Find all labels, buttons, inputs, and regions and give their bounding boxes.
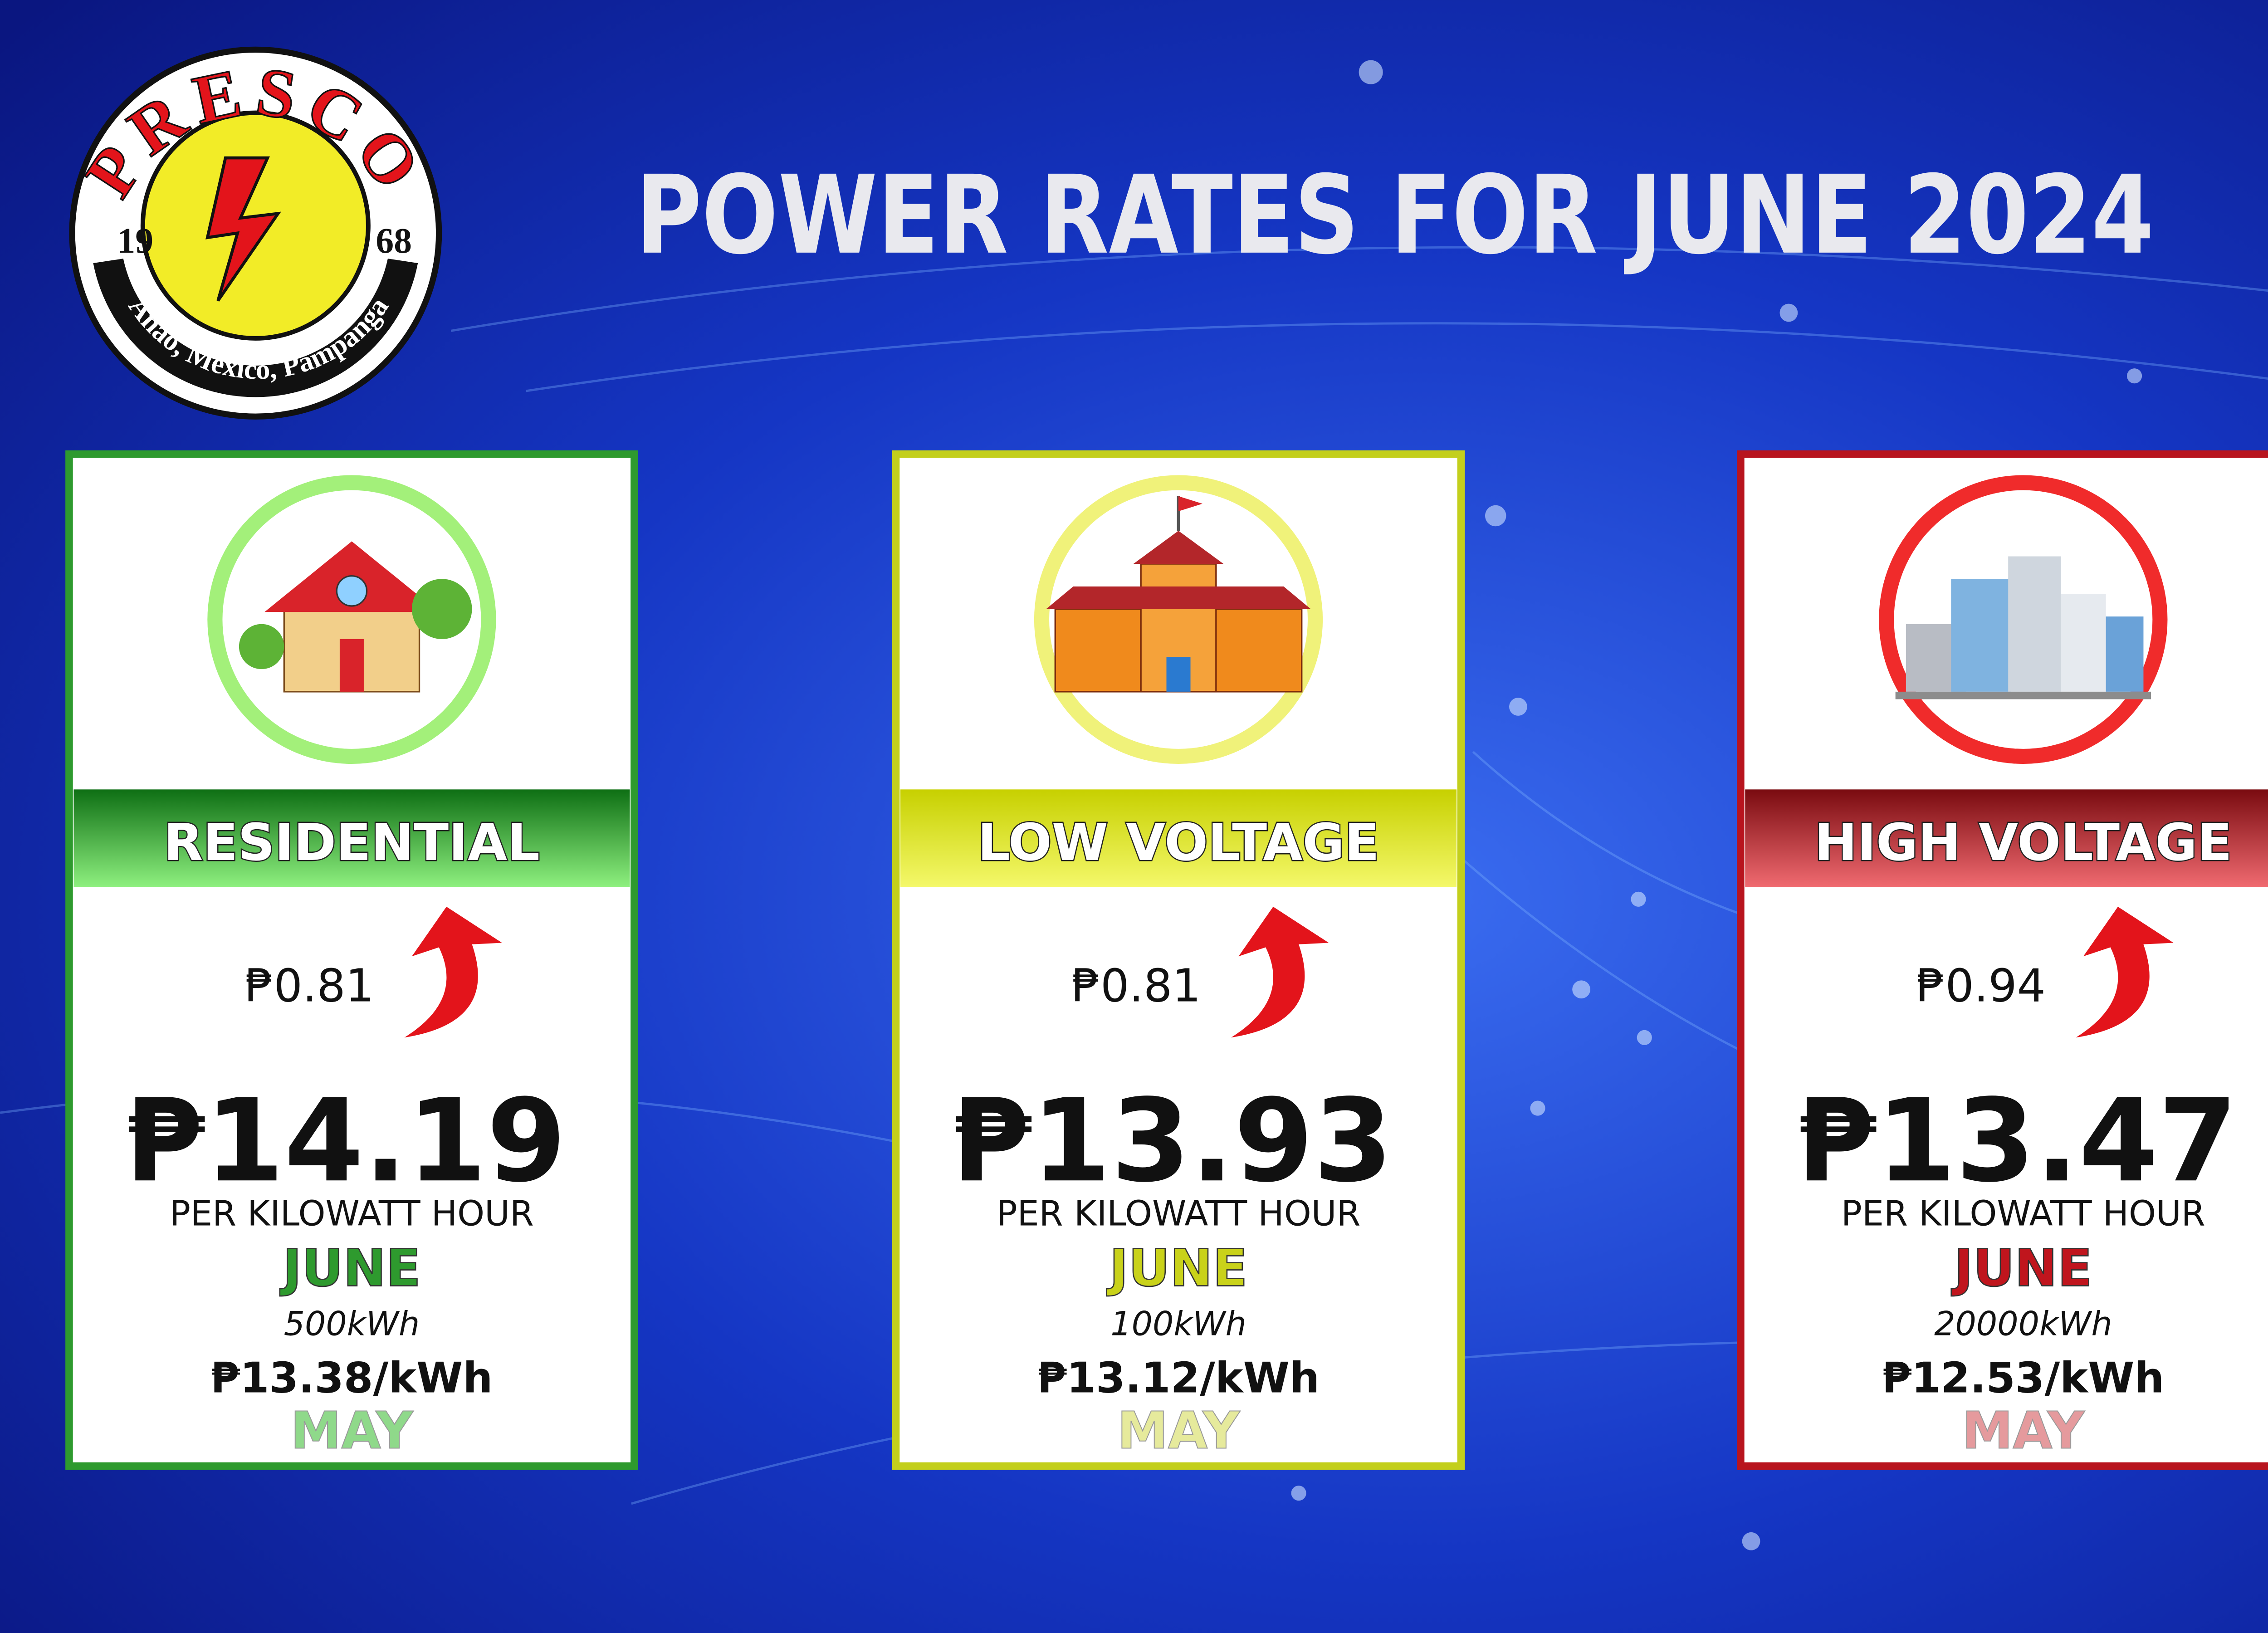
icon-part	[2008, 556, 2061, 692]
logo-year-left: 19	[117, 221, 153, 261]
current-month: JUNE	[1951, 1238, 2092, 1298]
previous-month: MAY	[290, 1400, 413, 1460]
icon-art	[1046, 496, 1311, 693]
category-band	[73, 789, 630, 887]
icon-part	[1133, 531, 1224, 564]
increase-amount: ₱0.81	[1072, 960, 1201, 1012]
icon-part	[239, 624, 284, 670]
icon-part	[411, 579, 472, 639]
icon-part	[2106, 616, 2144, 692]
logo: PRESCO 19 68 Anao, Mexico, Pampanga	[69, 46, 442, 420]
category-label: HIGH VOLTAGE	[1814, 812, 2232, 872]
icon-part	[1178, 496, 1203, 512]
previous-month: MAY	[1117, 1400, 1240, 1460]
june-rate: ₱14.19	[125, 1075, 566, 1208]
increase-arrow	[1231, 906, 1329, 1038]
increase-arrow	[404, 906, 502, 1038]
june-rate: ₱13.93	[952, 1075, 1393, 1208]
current-month: JUNE	[279, 1238, 421, 1298]
icon-part	[1046, 586, 1311, 609]
icon-part	[1166, 657, 1191, 692]
consumption: 20000kWh	[1934, 1305, 2112, 1344]
increase-amount: ₱0.81	[245, 960, 374, 1012]
icon-part	[336, 575, 368, 607]
icon-art	[1895, 556, 2151, 699]
icon-part	[1895, 691, 2151, 699]
rate-unit: PER KILOWATT HOUR	[997, 1193, 1361, 1234]
icon-part	[339, 639, 364, 692]
icon-part	[2061, 594, 2106, 692]
current-month: JUNE	[1106, 1238, 1248, 1298]
increase-arrow	[2076, 906, 2174, 1038]
previous-rate: ₱12.53/kWh	[1882, 1354, 2164, 1403]
icon-art	[239, 541, 472, 693]
rate-unit: PER KILOWATT HOUR	[170, 1193, 534, 1234]
category-band	[900, 789, 1457, 887]
increase-amount: ₱0.94	[1916, 960, 2046, 1012]
previous-rate: ₱13.12/kWh	[1037, 1354, 1320, 1403]
logo-year-right: 68	[376, 221, 412, 261]
category-label: LOW VOLTAGE	[978, 812, 1379, 872]
category-icon	[1034, 475, 1323, 764]
previous-rate: ₱13.38/kWh	[210, 1354, 493, 1403]
category-label: RESIDENTIAL	[164, 812, 540, 872]
rate-unit: PER KILOWATT HOUR	[1841, 1193, 2205, 1234]
background-dots	[1291, 60, 2142, 1550]
category-icon	[1879, 475, 2168, 764]
icon-part	[1951, 579, 2011, 692]
consumption: 500kWh	[284, 1305, 420, 1344]
category-band	[1745, 789, 2268, 887]
june-rate: ₱13.47	[1797, 1075, 2238, 1208]
previous-month: MAY	[1962, 1400, 2085, 1460]
page-title: POWER RATES FOR JUNE 2024	[636, 152, 2154, 279]
consumption: 100kWh	[1110, 1305, 1246, 1344]
category-icon	[207, 475, 496, 764]
